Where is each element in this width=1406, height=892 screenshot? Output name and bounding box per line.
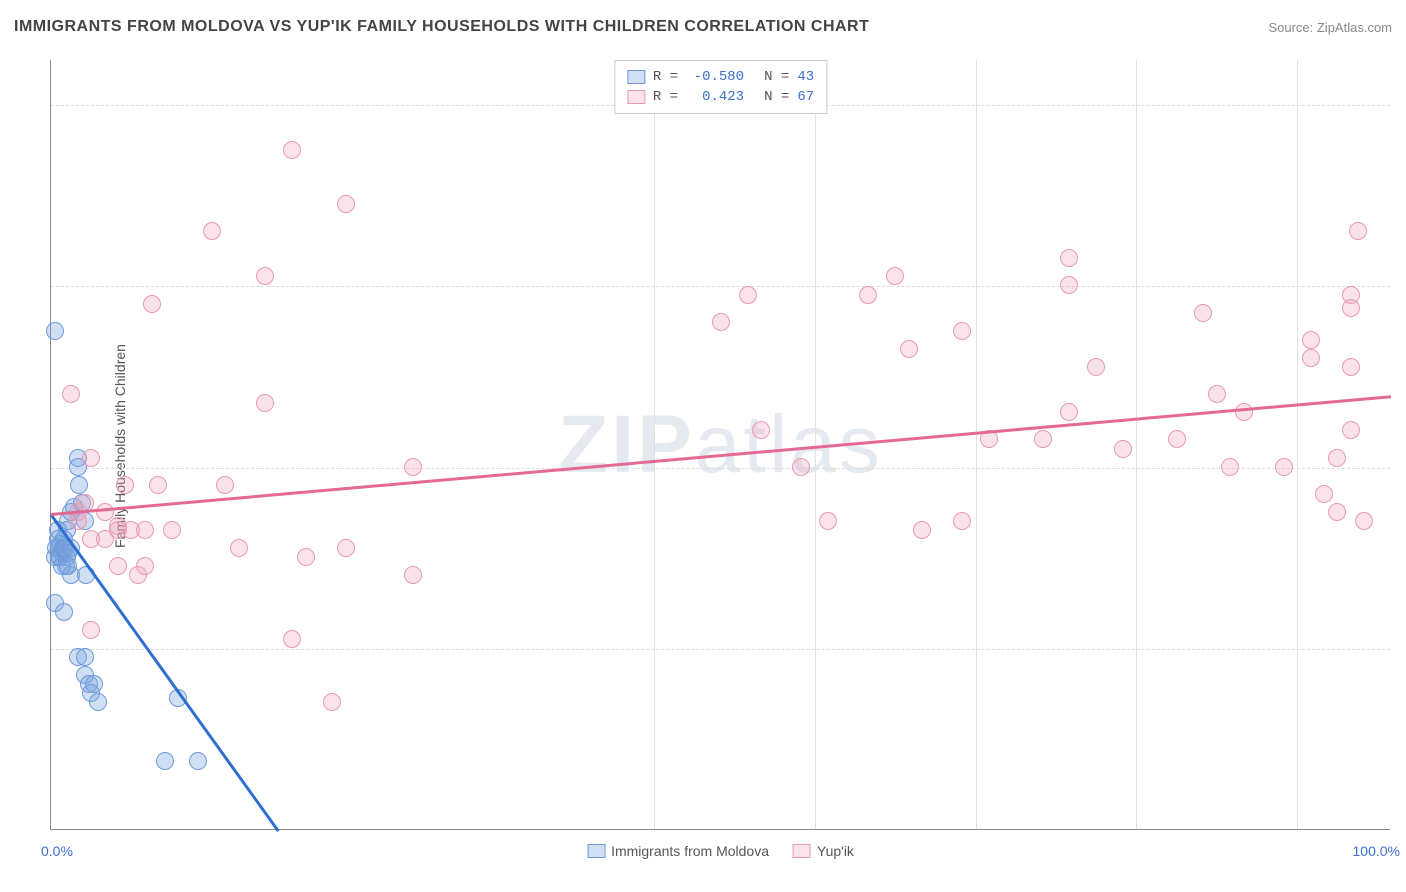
point-yupik xyxy=(323,693,341,711)
point-yupik xyxy=(404,566,422,584)
point-yupik xyxy=(1194,304,1212,322)
gridline-v xyxy=(654,60,655,829)
legend-series-item: Yup'ik xyxy=(793,843,854,859)
x-tick-min: 0.0% xyxy=(41,843,73,859)
legend-series-label: Immigrants from Moldova xyxy=(611,843,769,859)
point-yupik xyxy=(297,548,315,566)
correlation-legend: R = -0.580 N = 43 R = 0.423 N = 67 xyxy=(614,60,827,114)
point-yupik xyxy=(913,521,931,539)
gridline-h xyxy=(51,286,1390,287)
legend-stat-row: R = -0.580 N = 43 xyxy=(627,67,814,87)
n-value: 43 xyxy=(797,69,814,85)
point-yupik xyxy=(953,512,971,530)
point-yupik xyxy=(283,630,301,648)
point-yupik xyxy=(337,539,355,557)
point-yupik xyxy=(1114,440,1132,458)
gridline-v xyxy=(976,60,977,829)
point-yupik xyxy=(1221,458,1239,476)
point-yupik xyxy=(149,476,167,494)
point-moldova xyxy=(76,648,94,666)
gridline-v xyxy=(815,60,816,829)
n-label: N = xyxy=(764,89,789,105)
point-yupik xyxy=(1060,249,1078,267)
legend-swatch xyxy=(793,844,811,858)
point-yupik xyxy=(69,512,87,530)
point-yupik xyxy=(256,267,274,285)
point-yupik xyxy=(337,195,355,213)
n-value: 67 xyxy=(797,89,814,105)
r-label: R = xyxy=(653,89,678,105)
point-yupik xyxy=(256,394,274,412)
point-yupik xyxy=(136,557,154,575)
point-yupik xyxy=(712,313,730,331)
point-yupik xyxy=(1060,276,1078,294)
point-yupik xyxy=(1328,449,1346,467)
legend-series-label: Yup'ik xyxy=(817,843,854,859)
point-yupik xyxy=(1275,458,1293,476)
point-yupik xyxy=(1355,512,1373,530)
point-moldova xyxy=(156,752,174,770)
point-yupik xyxy=(1315,485,1333,503)
point-yupik xyxy=(116,476,134,494)
point-yupik xyxy=(109,557,127,575)
point-yupik xyxy=(203,222,221,240)
point-yupik xyxy=(1034,430,1052,448)
gridline-h xyxy=(51,468,1390,469)
gridline-v xyxy=(1297,60,1298,829)
legend-swatch xyxy=(627,90,645,104)
point-yupik xyxy=(739,286,757,304)
point-moldova xyxy=(46,322,64,340)
point-yupik xyxy=(792,458,810,476)
point-yupik xyxy=(1342,358,1360,376)
point-yupik xyxy=(859,286,877,304)
point-yupik xyxy=(216,476,234,494)
legend-swatch xyxy=(587,844,605,858)
point-yupik xyxy=(1328,503,1346,521)
series-legend: Immigrants from Moldova Yup'ik xyxy=(587,843,854,859)
chart-title: IMMIGRANTS FROM MOLDOVA VS YUP'IK FAMILY… xyxy=(14,18,869,36)
legend-swatch xyxy=(627,70,645,84)
point-yupik xyxy=(1087,358,1105,376)
point-yupik xyxy=(900,340,918,358)
point-yupik xyxy=(1168,430,1186,448)
point-moldova xyxy=(55,603,73,621)
x-tick-max: 100.0% xyxy=(1353,843,1400,859)
r-value: -0.580 xyxy=(686,69,744,85)
point-yupik xyxy=(82,449,100,467)
trendline-yupik xyxy=(51,395,1391,515)
point-yupik xyxy=(62,385,80,403)
point-yupik xyxy=(404,458,422,476)
point-moldova xyxy=(189,752,207,770)
point-yupik xyxy=(1235,403,1253,421)
r-label: R = xyxy=(653,69,678,85)
point-yupik xyxy=(230,539,248,557)
point-moldova xyxy=(85,675,103,693)
point-yupik xyxy=(1302,349,1320,367)
point-moldova xyxy=(70,476,88,494)
r-value: 0.423 xyxy=(686,89,744,105)
point-yupik xyxy=(886,267,904,285)
point-yupik xyxy=(1302,331,1320,349)
point-yupik xyxy=(953,322,971,340)
point-yupik xyxy=(1342,421,1360,439)
legend-stat-row: R = 0.423 N = 67 xyxy=(627,87,814,107)
point-yupik xyxy=(819,512,837,530)
point-yupik xyxy=(752,421,770,439)
point-moldova xyxy=(89,693,107,711)
source-label: Source: ZipAtlas.com xyxy=(1268,20,1392,35)
gridline-h xyxy=(51,649,1390,650)
legend-series-item: Immigrants from Moldova xyxy=(587,843,769,859)
gridline-v xyxy=(1136,60,1137,829)
point-yupik xyxy=(1342,299,1360,317)
point-yupik xyxy=(1208,385,1226,403)
point-yupik xyxy=(136,521,154,539)
chart-plot-area: ZIPatlas R =-0.580N =43R =0.423N =67 0.0… xyxy=(50,60,1390,830)
point-yupik xyxy=(1349,222,1367,240)
point-yupik xyxy=(163,521,181,539)
point-yupik xyxy=(283,141,301,159)
point-yupik xyxy=(82,621,100,639)
point-yupik xyxy=(1060,403,1078,421)
point-yupik xyxy=(143,295,161,313)
n-label: N = xyxy=(764,69,789,85)
